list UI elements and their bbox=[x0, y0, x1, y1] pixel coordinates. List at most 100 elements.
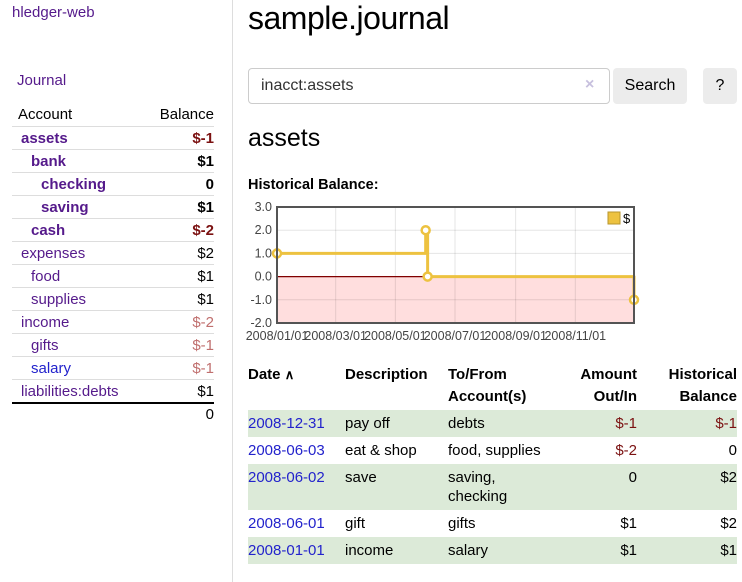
sort-ascending-icon: ∧ bbox=[284, 367, 295, 382]
transaction-accounts: food, supplies bbox=[448, 442, 541, 459]
account-row: income $-2 bbox=[12, 310, 214, 333]
sidebar-account-link[interactable]: income bbox=[21, 313, 70, 331]
sidebar-account-link[interactable]: cash bbox=[31, 221, 66, 239]
svg-text:2.0: 2.0 bbox=[255, 223, 272, 237]
sidebar-account-link[interactable]: checking bbox=[41, 175, 107, 193]
account-row: checking 0 bbox=[12, 172, 214, 195]
svg-text:$: $ bbox=[623, 211, 631, 226]
transaction-description: eat & shop bbox=[345, 442, 417, 459]
register-rows: 2008-12-31 pay off debts $-1 $-1 2008-06-03 ea… bbox=[248, 410, 737, 564]
account-balance: $1 bbox=[197, 152, 214, 170]
sidebar-account-link[interactable]: salary bbox=[31, 359, 72, 377]
chart-title: Historical Balance: bbox=[248, 177, 379, 193]
svg-text:2008/03/01: 2008/03/01 bbox=[304, 329, 367, 343]
transaction-description: gift bbox=[345, 515, 366, 532]
accounts-table-header: Account Balance bbox=[12, 103, 214, 126]
register-row: 2008-06-01 gift gifts $1 $2 bbox=[248, 510, 737, 537]
tofrom-column-header: To/From Account(s) bbox=[448, 366, 527, 405]
app-title-link[interactable]: hledger-web bbox=[12, 4, 95, 21]
transaction-date-link[interactable]: 2008-01-01 bbox=[248, 542, 325, 559]
register-row: 2008-06-03 eat & shop food, supplies $-2 0 bbox=[248, 437, 737, 464]
svg-text:1.0: 1.0 bbox=[255, 246, 272, 260]
transaction-date-link[interactable]: 2008-06-03 bbox=[248, 442, 325, 459]
sidebar-account-link[interactable]: bank bbox=[31, 152, 67, 170]
search-input[interactable] bbox=[248, 68, 610, 104]
svg-text:2008/09/01: 2008/09/01 bbox=[484, 329, 547, 343]
account-balance: $-1 bbox=[192, 359, 214, 377]
register-row: 2008-12-31 pay off debts $-1 $-1 bbox=[248, 410, 737, 437]
search-form: × Search ? bbox=[248, 68, 737, 104]
svg-text:2008/07/01: 2008/07/01 bbox=[424, 329, 487, 343]
sidebar: hledger-web Journal Account Balance asse… bbox=[0, 0, 233, 582]
amount-column-header: Amount Out/In bbox=[580, 366, 637, 405]
svg-text:-1.0: -1.0 bbox=[250, 293, 272, 307]
svg-text:2008/05/01: 2008/05/01 bbox=[364, 329, 427, 343]
sidebar-account-link[interactable]: food bbox=[31, 267, 61, 285]
transaction-balance: $-1 bbox=[715, 415, 737, 432]
date-column-header[interactable]: Date ∧ bbox=[248, 366, 295, 383]
sidebar-account-link[interactable]: liabilities:debts bbox=[21, 382, 119, 400]
description-column-header: Description bbox=[345, 366, 428, 383]
account-row: assets $-1 bbox=[12, 126, 214, 149]
account-row: gifts $-1 bbox=[12, 333, 214, 356]
account-balance: $-1 bbox=[192, 336, 214, 354]
register-row: 2008-06-02 save saving, checking 0 $2 bbox=[248, 464, 737, 510]
transaction-balance: $1 bbox=[720, 542, 737, 559]
transaction-accounts: gifts bbox=[448, 515, 476, 532]
transaction-accounts: saving, checking bbox=[448, 469, 508, 505]
transaction-date-link[interactable]: 2008-12-31 bbox=[248, 415, 325, 432]
account-balance: $2 bbox=[197, 244, 214, 262]
account-row: saving $1 bbox=[12, 195, 214, 218]
account-row: expenses $2 bbox=[12, 241, 214, 264]
account-balance: $1 bbox=[197, 382, 214, 400]
transaction-date-link[interactable]: 2008-06-01 bbox=[248, 515, 325, 532]
transaction-description: save bbox=[345, 469, 377, 486]
account-row: food $1 bbox=[12, 264, 214, 287]
account-balance: $-2 bbox=[192, 221, 214, 239]
chart-legend: $ bbox=[607, 211, 631, 226]
register-header: Date ∧ Description To/From Account(s) Am… bbox=[248, 364, 737, 410]
sidebar-account-link[interactable]: gifts bbox=[31, 336, 59, 354]
balance-column-header: Balance bbox=[159, 106, 214, 123]
search-button[interactable]: Search bbox=[613, 68, 687, 104]
account-balance: $-2 bbox=[192, 313, 214, 331]
sidebar-account-link[interactable]: expenses bbox=[21, 244, 86, 262]
sidebar-item-journal[interactable]: Journal bbox=[17, 72, 67, 89]
account-column-header: Account bbox=[18, 106, 73, 123]
transaction-description: pay off bbox=[345, 415, 390, 432]
chart-plot-area bbox=[271, 206, 640, 324]
svg-text:3.0: 3.0 bbox=[255, 200, 272, 214]
accounts-total-value: 0 bbox=[205, 406, 214, 423]
transaction-date-link[interactable]: 2008-06-02 bbox=[248, 469, 325, 486]
account-balance: $1 bbox=[197, 267, 214, 285]
transaction-balance: $2 bbox=[720, 515, 737, 532]
sidebar-account-link[interactable]: assets bbox=[21, 129, 68, 147]
clear-search-icon[interactable]: × bbox=[585, 76, 595, 93]
register-row: 2008-01-01 income salary $1 $1 bbox=[248, 537, 737, 564]
help-button[interactable]: ? bbox=[703, 68, 737, 104]
transaction-amount: $1 bbox=[620, 542, 637, 559]
register-table: Date ∧ Description To/From Account(s) Am… bbox=[248, 364, 737, 564]
svg-text:2008/11/01: 2008/11/01 bbox=[544, 329, 606, 343]
transaction-description: income bbox=[345, 542, 394, 559]
transaction-balance: $2 bbox=[720, 469, 737, 486]
chart-axis-labels: 3.0 2.0 1.0 0.0 -1.0 -2.02008/01/012008/03/01… bbox=[246, 200, 606, 343]
accounts-total-row: 0 bbox=[12, 402, 214, 425]
svg-text:2008/01/01: 2008/01/01 bbox=[246, 329, 309, 343]
historical-balance-chart: $3.0 2.0 1.0 0.0 -1.0 -2.0 2008/01/01 2008/03/0… bbox=[240, 198, 742, 348]
transaction-balance: 0 bbox=[728, 442, 737, 459]
account-balance: $-1 bbox=[192, 129, 214, 147]
transaction-amount: $1 bbox=[620, 515, 637, 532]
accounts-table: Account Balance assets $-1 bank $1 checking 0… bbox=[12, 103, 214, 425]
account-heading: assets bbox=[248, 124, 321, 152]
account-balance: 0 bbox=[205, 175, 214, 193]
transaction-accounts: debts bbox=[448, 415, 485, 432]
transaction-amount: $-2 bbox=[615, 442, 637, 459]
svg-text:-2.0: -2.0 bbox=[250, 316, 272, 330]
sidebar-account-link[interactable]: supplies bbox=[31, 290, 87, 308]
account-row: bank $1 bbox=[12, 149, 214, 172]
sidebar-account-link[interactable]: saving bbox=[41, 198, 89, 216]
account-balance: $1 bbox=[197, 290, 214, 308]
page-title: sample.journal bbox=[248, 0, 450, 36]
